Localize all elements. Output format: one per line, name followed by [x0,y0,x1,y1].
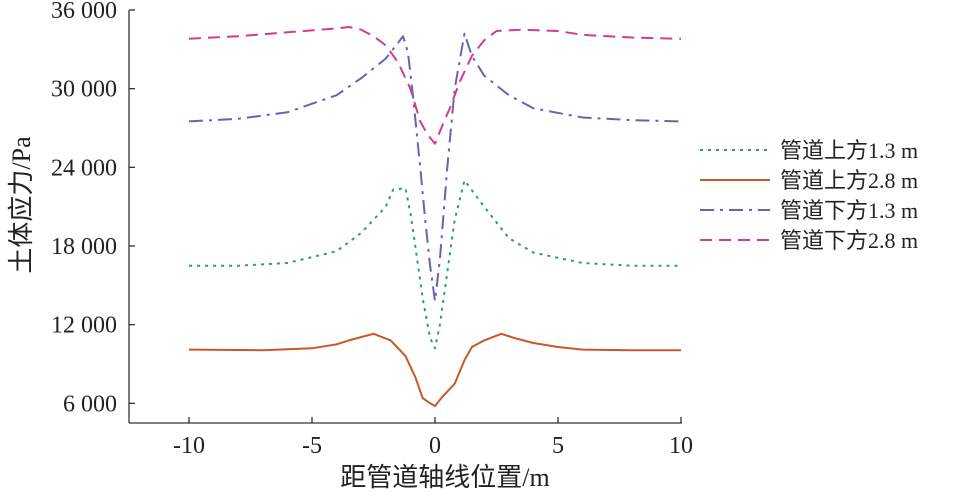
x-axis-title: 距管道轴线位置/m [340,463,549,492]
series-line [189,179,681,350]
x-tick-label: 5 [552,433,564,459]
y-tick-label: 6 000 [63,391,117,417]
legend-label: 管道上方1.3 m [780,138,918,163]
y-tick-label: 18 000 [51,234,117,260]
y-tick-label: 36 000 [51,0,117,24]
y-tick-label: 24 000 [51,155,117,181]
x-ticks: -10 -5 0 5 10 [173,417,693,459]
y-tick-label: 12 000 [51,313,117,339]
x-tick-label: -5 [302,433,322,459]
legend-label: 管道下方1.3 m [780,198,918,223]
legend-label: 管道下方2.8 m [780,228,918,253]
y-tick-label: 30 000 [51,77,117,103]
legend-label: 管道上方2.8 m [780,168,918,193]
x-tick-label: -10 [173,433,205,459]
series-group [188,26,682,407]
series-line [188,332,681,407]
x-tick-label: 10 [669,433,693,459]
y-ticks: 6 000 12 000 18 000 24 000 30 000 36 000 [51,0,135,417]
series-line [188,32,682,303]
series-line [188,26,682,145]
legend: 管道上方1.3 m 管道上方2.8 m 管道下方1.3 m 管道下方2.8 m [700,138,918,253]
y-axis-title: 土体应力/Pa [7,136,36,274]
x-tick-label: 0 [429,433,441,459]
